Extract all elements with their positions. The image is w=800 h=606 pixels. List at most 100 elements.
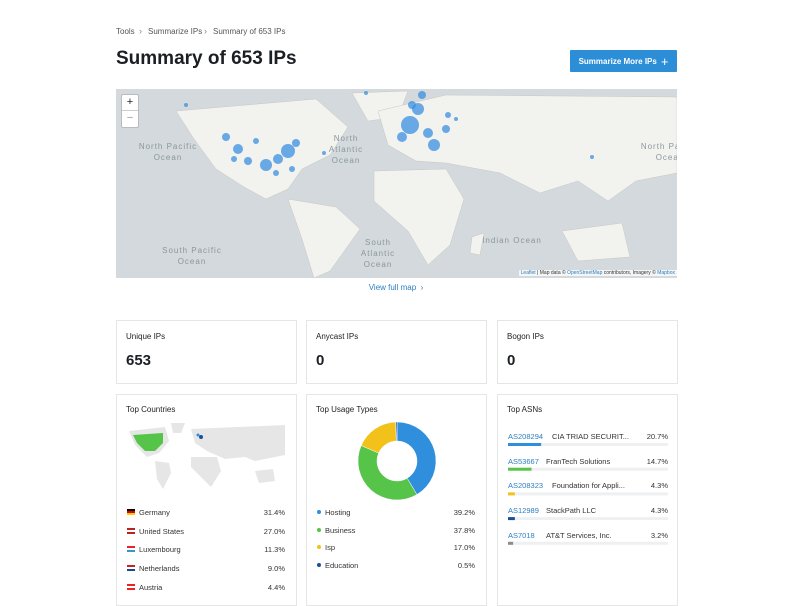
asn-bars [508, 443, 668, 545]
asn-pct: 4.3% [650, 506, 668, 516]
legend-dot [317, 545, 321, 550]
map-attribution: Leaflet | Map data © OpenStreetMap contr… [518, 270, 677, 276]
map[interactable]: North Pacific Ocean North Atlantic Ocean… [116, 89, 677, 278]
bar-track [508, 443, 668, 446]
donut-chart [357, 421, 437, 501]
card-title: Top Usage Types [316, 405, 378, 414]
zoom-out[interactable]: − [126, 112, 134, 124]
asn-bar [508, 541, 514, 545]
breadcrumb-item[interactable]: Tools [116, 27, 135, 36]
asn-bar [508, 517, 515, 521]
asn-pct: 4.3% [650, 481, 668, 491]
usage-pct: 37.8% [453, 525, 475, 535]
card-title: Top ASNs [507, 405, 543, 414]
asn-link[interactable]: AS7018 [508, 530, 535, 540]
stat-label: Unique IPs [126, 332, 166, 341]
asn-name: StackPath LLC [546, 506, 597, 516]
attribution-text: contributors, Imagery © [602, 270, 658, 276]
ocean-label: South Atlantic Ocean [360, 238, 396, 269]
flag-icon [127, 546, 135, 553]
button-label: Summarize More IPs [578, 56, 657, 66]
flag-icon [127, 527, 135, 534]
ocean-label: North Pacific Ocean [138, 142, 198, 162]
stat-value: 0 [316, 352, 325, 369]
asn-bar [508, 467, 532, 471]
flag-icon [127, 509, 135, 515]
plus-icon: + [660, 53, 669, 69]
stat-card: Unique IPs 653 [116, 320, 297, 384]
breadcrumb-separator: › [204, 26, 207, 36]
asn-link[interactable]: AS12989 [508, 506, 539, 516]
donut-segment [396, 421, 437, 495]
stat-card: Anycast IPs 0 [306, 320, 487, 384]
breadcrumb-current: Summary of 653 IPs [213, 27, 286, 36]
legend-dot [317, 527, 321, 532]
usage-name: Business [325, 525, 356, 535]
breadcrumb-item[interactable]: Summarize IPs [148, 27, 203, 36]
ocean-label: North Pacific Ocean [640, 142, 677, 162]
ocean-label: North Atlantic Ocean [328, 134, 364, 165]
usage-name: Education [325, 561, 359, 571]
asn-name: AT&T Services, Inc. [546, 530, 612, 540]
usage-pct: 0.5% [457, 561, 475, 571]
country-name: Austria [139, 582, 163, 592]
flag-icon [127, 583, 135, 590]
zoom-in[interactable]: + [122, 95, 138, 111]
country-name: Netherlands [139, 564, 180, 574]
usage-pct: 17.0% [453, 543, 475, 553]
stat-card: Bogon IPs 0 [497, 320, 678, 384]
ocean-label: South Pacific Ocean [162, 246, 222, 266]
bar-track [508, 467, 668, 471]
country-name: United States [139, 526, 185, 536]
usage-card: Top Usage Types Hosting 39.2% Business 37.8… [306, 394, 487, 606]
legend-dot [317, 563, 321, 568]
attribution-link[interactable]: Mapbox [657, 270, 675, 276]
stat-value: 653 [126, 352, 152, 369]
attribution-link[interactable]: OpenStreetMap [567, 270, 603, 276]
asn-link[interactable]: AS53667 [508, 456, 539, 466]
stat-label: Bogon IPs [507, 332, 544, 341]
ocean-label: Indian Ocean [482, 236, 542, 245]
asn-card: Top ASNs AS208294 CIA TRIAD SECURIT... 20.… [497, 394, 678, 606]
mini-map [129, 423, 285, 489]
asn-pct: 14.7% [646, 456, 668, 466]
zoom-control: + − [121, 94, 139, 128]
flag-icon [127, 565, 135, 572]
country-pct: 27.0% [263, 526, 285, 536]
country-name: Germany [139, 508, 170, 517]
countries-card: Top Countries Germany 31.4% United States 2… [116, 394, 297, 606]
country-pct: 9.0% [267, 564, 285, 574]
asn-bar [508, 443, 542, 446]
legend-dot [317, 510, 321, 514]
page-title: Summary of 653 IPs [116, 48, 297, 69]
asn-bar [508, 492, 515, 496]
summarize-button[interactable]: Summarize More IPs + [570, 50, 677, 72]
card-title: Top Countries [126, 405, 176, 414]
asn-link[interactable]: AS208294 [508, 432, 544, 441]
country-name: Luxembourg [139, 545, 181, 555]
asn-pct: 3.2% [650, 530, 668, 540]
asn-name: Foundation for Appli... [552, 481, 625, 491]
bar-track [508, 492, 668, 496]
bar-track [508, 541, 668, 545]
donut-segment [395, 421, 398, 442]
asn-pct: 20.7% [646, 432, 668, 441]
map-tiles [175, 90, 677, 278]
country-pct: 11.3% [264, 545, 285, 555]
stat-label: Anycast IPs [316, 332, 359, 341]
attribution-text: | Map data © [535, 270, 568, 276]
asn-name: FranTech Solutions [546, 456, 611, 466]
bar-track [508, 517, 668, 521]
attribution-link[interactable]: Leaflet [520, 270, 536, 276]
view-map-link[interactable]: View full map › [368, 283, 424, 292]
stat-value: 0 [507, 352, 516, 369]
country-pct: 31.4% [263, 508, 285, 517]
breadcrumb-separator: › [139, 26, 142, 36]
country-pct: 4.4% [267, 582, 285, 592]
asn-link[interactable]: AS208323 [508, 481, 544, 491]
asn-name: CIA TRIAD SECURIT... [552, 432, 629, 441]
usage-pct: 39.2% [453, 508, 475, 517]
usage-name: Hosting [325, 508, 351, 517]
donut-segment [357, 445, 418, 501]
